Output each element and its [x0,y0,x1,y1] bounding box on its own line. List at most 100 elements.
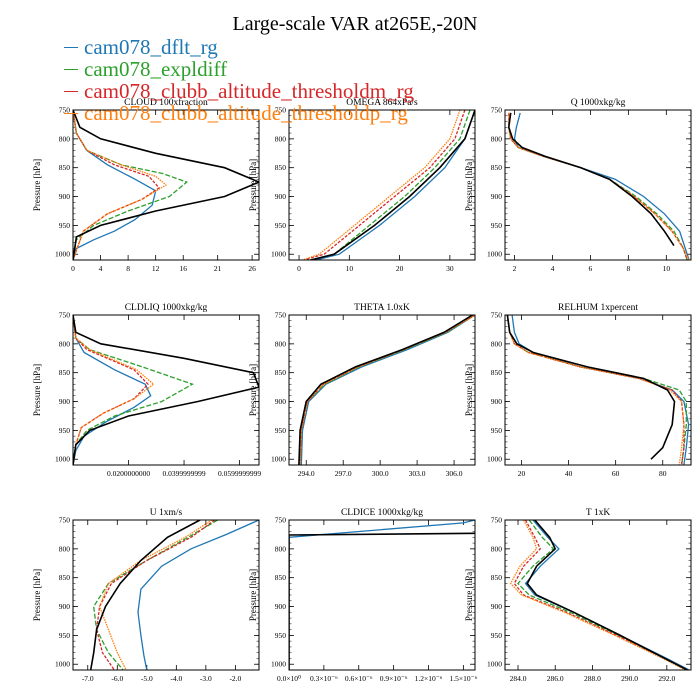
y-tick-label: 750 [275,106,287,115]
panel: T 1xK Pressure [hPa] 750 800 850 900 950 1000 28… [464,508,692,683]
y-tick-label: 900 [59,397,71,406]
series-line [95,520,216,670]
series-line [506,315,685,465]
legend-label: cam078_dflt_rg [84,35,218,59]
series-line [524,520,690,670]
series-line [299,315,475,465]
y-tick-label: 750 [59,311,71,320]
y-tick-label: 950 [491,221,503,230]
panel-title: U 1xm/s [150,508,183,518]
x-tick-label: 2 [513,264,517,273]
y-tick-label: 750 [491,106,503,115]
x-tick-label: 0.0200000000 [107,469,150,478]
series-line [73,110,168,260]
legend-swatch [64,46,78,48]
panel: OMEGA 864xPa/s Pressure [hPa] 750 800 850 900… [248,98,476,273]
panel: THETA 1.0xK Pressure [hPa] 750 800 850 900 950… [248,303,476,478]
series-line [513,520,688,670]
x-tick-label: 0 [297,264,301,273]
panel-title: THETA 1.0xK [354,303,410,313]
y-tick-label: 900 [275,602,287,611]
panel-frame [72,519,260,671]
y-tick-label: 950 [491,631,503,640]
series-line [299,315,475,465]
x-tick-label: 297.0 [335,469,352,478]
y-tick-label: 850 [491,573,503,582]
y-tick-label: 950 [275,426,287,435]
series-line [298,315,473,465]
panel: CLDICE 1000xkg/kg Pressure [hPa] 750 800 850… [248,508,478,683]
series-line [300,315,475,465]
series-line [509,520,686,670]
series-line [289,520,475,670]
panel: U 1xm/s Pressure [hPa] 750 800 850 900 950 1000… [32,508,260,683]
x-tick-label: 300.0 [372,469,389,478]
y-axis-label: Pressure [hPa] [32,159,42,211]
y-tick-label: 1000 [271,660,286,669]
x-tick-label: -7.0 [82,674,94,683]
x-tick-label: 0.6×10⁻⁶ [345,674,373,683]
y-tick-label: 1000 [271,250,286,259]
series-group [289,520,475,670]
series-line [98,520,213,670]
legend: cam078_dflt_rg cam078_expldiff cam078_cl… [64,36,414,124]
y-axis-label: Pressure [hPa] [248,159,258,211]
x-tick-label: 26 [248,264,256,273]
y-tick-label: 800 [275,544,287,553]
x-tick-label: 0.9×10⁻⁶ [380,674,408,683]
y-tick-label: 800 [59,339,71,348]
series-group [73,110,259,260]
y-tick-label: 900 [491,397,503,406]
x-tick-label: 306.0 [446,469,463,478]
y-tick-label: 750 [491,516,503,525]
panel-frame [504,314,692,466]
panel-title: CLDICE 1000xkg/kg [341,508,423,518]
panel-frame [504,109,692,261]
series-line [511,315,690,465]
x-tick-label: 1.5×10⁻⁶ [450,674,478,683]
x-tick-label: 16 [179,264,187,273]
series-line [506,315,676,460]
x-tick-label: 8 [126,264,130,273]
x-tick-label: 303.0 [409,469,426,478]
series-line [307,110,475,260]
series-group [298,315,475,465]
series-line [289,532,475,670]
y-tick-label: 950 [59,426,71,435]
x-tick-label: 60 [612,469,620,478]
x-tick-label: 40 [565,469,573,478]
y-tick-label: 1000 [487,455,502,464]
y-tick-label: 800 [275,339,287,348]
y-tick-label: 800 [491,544,503,553]
series-line [93,520,219,670]
y-tick-label: 750 [59,516,71,525]
series-line [73,315,149,465]
x-tick-label: 292.0 [658,674,675,683]
y-tick-label: 1000 [487,660,502,669]
x-tick-label: 0.0×10⁰ [277,674,301,683]
y-tick-label: 950 [275,631,287,640]
y-axis-label: Pressure [hPa] [32,569,42,621]
y-tick-label: 1000 [487,250,502,259]
legend-swatch [64,90,78,92]
x-tick-label: 80 [659,469,667,478]
y-axis-label: Pressure [hPa] [248,569,258,621]
y-tick-label: 850 [491,368,503,377]
legend-item: cam078_clubb_altitude_thresholdm_rg [64,80,414,102]
y-tick-label: 800 [491,339,503,348]
x-tick-label: 8 [626,264,630,273]
y-tick-label: 750 [59,106,71,115]
x-tick-label: 6 [589,264,593,273]
series-line [513,112,690,260]
series-line [73,315,194,465]
x-tick-label: 1.2×10⁻⁶ [415,674,443,683]
panel-frame [288,314,476,466]
x-tick-label: 30 [446,264,454,273]
panel-frame [72,109,260,261]
x-tick-label: 20 [396,264,404,273]
x-tick-label: -6.0 [111,674,123,683]
series-line [73,315,155,465]
legend-label: cam078_expldiff [84,57,228,81]
